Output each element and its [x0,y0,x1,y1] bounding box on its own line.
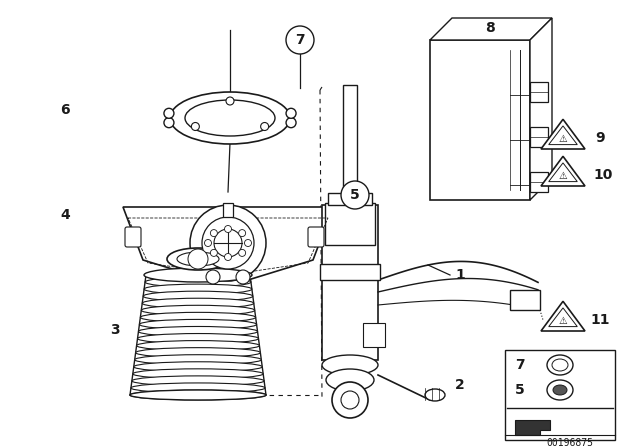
Circle shape [260,122,269,130]
Ellipse shape [177,252,219,266]
Ellipse shape [142,298,254,308]
Circle shape [225,254,232,260]
Ellipse shape [552,359,568,371]
Polygon shape [541,302,585,331]
Text: 8: 8 [485,21,495,35]
Circle shape [341,391,359,409]
Polygon shape [541,119,585,149]
Ellipse shape [167,248,229,270]
Text: ⚠: ⚠ [559,134,568,144]
Circle shape [211,250,218,256]
Ellipse shape [130,390,266,400]
Circle shape [286,26,314,54]
FancyBboxPatch shape [363,323,385,347]
Ellipse shape [547,355,573,375]
Ellipse shape [132,376,264,386]
Circle shape [205,240,211,246]
Polygon shape [123,207,333,280]
Circle shape [214,229,242,257]
Text: 4: 4 [60,208,70,222]
Polygon shape [541,156,585,186]
Ellipse shape [425,389,445,401]
Text: ⚠: ⚠ [559,171,568,181]
Circle shape [211,230,218,237]
Circle shape [341,181,369,209]
Circle shape [191,122,199,130]
Text: 5: 5 [350,188,360,202]
Ellipse shape [145,277,251,287]
Ellipse shape [134,355,261,365]
Circle shape [225,225,232,233]
Ellipse shape [140,312,255,323]
Ellipse shape [141,305,255,315]
FancyBboxPatch shape [343,85,357,200]
Polygon shape [548,308,577,327]
Ellipse shape [144,284,252,294]
Text: 7: 7 [295,33,305,47]
Circle shape [188,249,208,269]
Ellipse shape [146,270,250,280]
Polygon shape [548,126,577,145]
Text: 7: 7 [515,358,525,372]
FancyBboxPatch shape [223,203,233,217]
Ellipse shape [170,92,290,144]
Ellipse shape [130,390,266,400]
Circle shape [190,205,266,281]
Circle shape [239,250,246,256]
Text: 3: 3 [110,323,120,337]
Ellipse shape [134,362,262,372]
Circle shape [286,108,296,118]
Text: 2: 2 [455,378,465,392]
Ellipse shape [136,348,260,358]
FancyBboxPatch shape [530,127,548,147]
Text: 6: 6 [60,103,70,117]
Ellipse shape [322,355,378,375]
Circle shape [206,270,220,284]
FancyBboxPatch shape [505,350,615,440]
Ellipse shape [185,100,275,136]
Text: 9: 9 [595,131,605,145]
Circle shape [226,97,234,105]
Text: 00196875: 00196875 [547,438,593,448]
Text: 11: 11 [590,313,610,327]
Ellipse shape [553,385,567,395]
Text: ⚠: ⚠ [559,316,568,326]
Ellipse shape [133,369,263,379]
Ellipse shape [326,369,374,391]
Polygon shape [530,18,552,200]
Text: 10: 10 [593,168,612,182]
Circle shape [236,270,250,284]
FancyBboxPatch shape [328,193,372,205]
Ellipse shape [138,327,257,336]
Polygon shape [430,18,552,40]
Polygon shape [548,163,577,181]
Circle shape [239,230,246,237]
FancyBboxPatch shape [530,172,548,192]
Polygon shape [515,420,550,435]
FancyBboxPatch shape [325,203,375,245]
FancyBboxPatch shape [320,264,380,280]
FancyBboxPatch shape [430,40,530,200]
Circle shape [164,118,174,128]
Text: 5: 5 [515,383,525,397]
FancyBboxPatch shape [510,290,540,310]
Ellipse shape [131,383,265,393]
Ellipse shape [138,333,259,344]
Circle shape [164,108,174,118]
FancyBboxPatch shape [322,205,378,360]
Ellipse shape [140,319,257,329]
FancyBboxPatch shape [530,82,548,102]
Circle shape [332,382,368,418]
Ellipse shape [143,291,253,301]
Ellipse shape [547,380,573,400]
FancyBboxPatch shape [308,227,324,247]
Circle shape [202,217,254,269]
Circle shape [244,240,252,246]
Circle shape [286,118,296,128]
FancyBboxPatch shape [125,227,141,247]
Ellipse shape [144,268,252,282]
Ellipse shape [136,340,259,351]
Text: 1: 1 [455,268,465,282]
